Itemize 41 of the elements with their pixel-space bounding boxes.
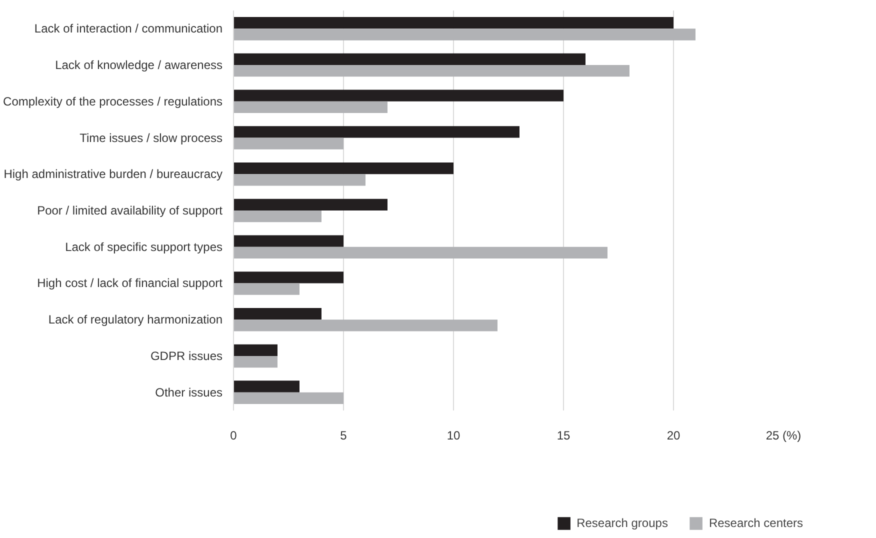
x-tick-label: 5 bbox=[340, 428, 348, 442]
x-tick-label: 10 bbox=[446, 428, 460, 442]
bar bbox=[234, 380, 300, 392]
bar bbox=[234, 198, 388, 210]
bar bbox=[234, 65, 630, 77]
y-tick-label: Lack of regulatory harmonization bbox=[48, 312, 222, 327]
y-tick-label: Lack of specific support types bbox=[65, 240, 223, 254]
bar bbox=[234, 320, 498, 332]
bar bbox=[234, 235, 344, 247]
bar bbox=[234, 308, 322, 320]
y-tick-label: GDPR issues bbox=[150, 348, 223, 363]
bar bbox=[234, 90, 564, 102]
y-tick-label: Lack of interaction / communication bbox=[34, 22, 222, 36]
x-tick-label: 0 bbox=[230, 428, 238, 442]
bar bbox=[234, 392, 344, 404]
y-tick-label: High administrative burden / bureaucracy bbox=[4, 167, 223, 182]
bar bbox=[234, 162, 454, 174]
bar bbox=[234, 138, 344, 150]
legend-label: Research groups bbox=[576, 516, 668, 530]
y-tick-label: Complexity of the processes / regulations bbox=[3, 94, 223, 108]
bar bbox=[234, 53, 586, 66]
bar bbox=[234, 17, 674, 29]
x-tick-label: 15 bbox=[556, 428, 570, 442]
y-tick-label: Other issues bbox=[155, 385, 222, 400]
x-tick-label: 20 bbox=[666, 428, 680, 442]
bar bbox=[234, 126, 520, 138]
bar bbox=[234, 101, 388, 114]
bar bbox=[234, 210, 322, 222]
y-tick-label: High cost / lack of financial support bbox=[37, 276, 224, 290]
bar bbox=[234, 344, 278, 356]
bar bbox=[234, 246, 608, 258]
x-tick-label: 25 (%) bbox=[766, 428, 802, 442]
y-tick-label: Time issues / slow process bbox=[80, 130, 223, 145]
bar bbox=[234, 272, 344, 284]
bar bbox=[234, 174, 366, 186]
bar bbox=[234, 28, 696, 40]
bar bbox=[234, 283, 300, 295]
legend-label: Research centers bbox=[708, 516, 803, 530]
y-tick-label: Lack of knowledge / awareness bbox=[55, 58, 223, 72]
y-tick-label: Poor / limited availability of support bbox=[37, 204, 224, 218]
bar bbox=[234, 356, 278, 368]
